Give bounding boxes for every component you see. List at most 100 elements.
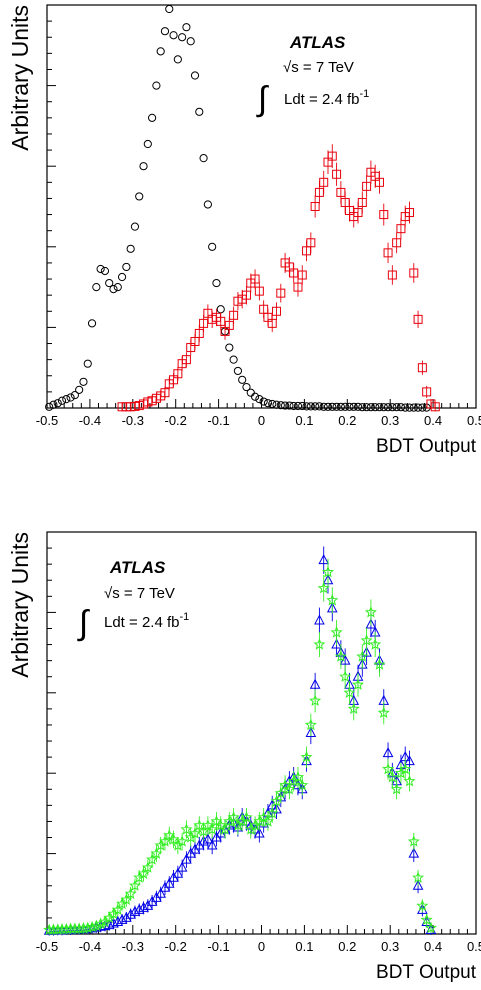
top-data-point-square <box>405 208 415 218</box>
bottom-data-point-star <box>73 922 86 934</box>
top-y-ticks <box>47 4 56 409</box>
top-x-tick-label: 0.1 <box>295 413 313 428</box>
bottom-data-point-star <box>111 903 124 916</box>
top-data-point-circle <box>379 403 388 412</box>
top-data-point-square <box>387 270 397 280</box>
bottom-data-point-star <box>309 694 322 706</box>
bottom-data-point-star <box>339 670 352 682</box>
top-data-point-square <box>306 238 316 248</box>
bottom-y-axis-label: Arbitrary Units <box>7 532 33 678</box>
bottom-data-point-triangle <box>408 847 420 858</box>
bottom-data-point-triangle <box>133 903 145 914</box>
top-data-point-circle <box>135 192 144 201</box>
bottom-data-point-triangle <box>331 638 342 649</box>
top-data-point-circle <box>311 402 320 411</box>
bottom-data-point-star <box>321 565 335 578</box>
top-data-point-circle <box>105 278 114 288</box>
top-data-point-square <box>357 197 367 207</box>
top-x-tick-label: -0.3 <box>122 413 144 428</box>
top-data-point-square <box>430 402 440 412</box>
bottom-data-point-star <box>150 847 163 859</box>
top-data-point-circle <box>182 23 191 32</box>
bottom-data-point-star <box>158 835 172 847</box>
top-data-point-circle <box>229 355 238 364</box>
top-data-point-circle <box>341 402 350 411</box>
top-data-point-circle <box>130 222 140 231</box>
top-data-point-circle <box>250 392 260 401</box>
bottom-data-point-star <box>369 638 382 650</box>
top-data-point-circle <box>122 262 131 272</box>
top-lumi-exponent: -1 <box>359 88 369 100</box>
bottom-x-tick-label: 0.3 <box>381 939 399 954</box>
top-x-tick-label: -0.1 <box>207 413 229 428</box>
bottom-data-point-triangle <box>382 747 394 758</box>
bottom-data-point-star <box>94 917 107 930</box>
bottom-lumi-exponent: -1 <box>179 611 189 623</box>
bottom-data-point-star <box>120 893 133 905</box>
bottom-x-tick-label: -0.5 <box>36 939 58 954</box>
top-data-point-square <box>272 306 282 316</box>
top-data-point-circle <box>371 403 380 412</box>
top-atlas-label: ATLAS √s = 7 TeV ∫ Ldt = 2.4 fb-1 <box>256 33 369 118</box>
top-x-axis-label: BDT Output <box>376 436 477 457</box>
top-data-point-circle <box>57 396 67 405</box>
bottom-chart-panel: -0.5 -0.4 -0.3 -0.2 -0.1 0 0.1 0.2 0.3 0.4 0.5 Arb… <box>7 531 481 983</box>
top-data-point-circle <box>362 403 371 412</box>
top-data-point-circle <box>268 399 277 409</box>
top-energy-label: √s = 7 TeV <box>283 59 354 76</box>
bottom-data-marks <box>43 546 437 936</box>
top-data-point-square <box>199 318 209 328</box>
bottom-data-point-star <box>364 606 377 618</box>
bottom-y-ticks <box>47 531 56 935</box>
top-data-point-circle <box>169 31 178 40</box>
bottom-data-point-star <box>240 811 253 823</box>
top-lumi-prefix: Ldt = 2.4 fb <box>284 91 359 108</box>
bottom-data-point-triangle <box>129 905 141 916</box>
top-data-point-circle <box>259 397 268 406</box>
top-x-tick-label: -0.5 <box>36 413 58 428</box>
top-data-point-circle <box>216 305 225 314</box>
bottom-data-point-star <box>304 718 317 731</box>
top-data-point-square <box>379 210 389 220</box>
top-data-point-square <box>276 288 286 298</box>
top-lumi-label: Ldt = 2.4 fb-1 <box>284 88 369 108</box>
bottom-data-point-triangle <box>138 901 149 912</box>
bottom-data-point-star <box>227 811 240 823</box>
top-data-point-circle <box>293 401 303 411</box>
bottom-data-point-triangle <box>314 614 325 625</box>
top-data-point-circle <box>96 264 105 274</box>
top-data-point-square <box>289 268 299 278</box>
top-x-tick-label: 0.3 <box>381 413 399 428</box>
bottom-data-point-star <box>77 922 90 934</box>
bottom-data-point-star <box>283 782 296 795</box>
bottom-data-point-star <box>137 867 150 879</box>
bottom-data-point-star <box>351 678 365 690</box>
top-data-point-square <box>310 202 320 211</box>
bottom-data-point-triangle <box>412 879 424 890</box>
top-data-point-square <box>417 363 427 373</box>
bottom-data-point-star <box>141 861 154 873</box>
bottom-lumi-label: Ldt = 2.4 fb-1 <box>104 611 189 631</box>
bottom-data-point-triangle <box>181 853 192 864</box>
top-data-point-circle <box>413 403 423 412</box>
top-data-point-circle <box>66 393 75 402</box>
bottom-data-point-star <box>270 795 283 807</box>
top-data-point-circle <box>117 272 127 282</box>
top-data-point-circle <box>87 319 97 328</box>
bottom-data-point-star <box>386 770 399 783</box>
top-atlas-experiment: ATLAS <box>289 33 346 52</box>
top-x-tick-label: -0.4 <box>79 413 101 428</box>
bottom-energy-label: √s = 7 TeV <box>104 585 175 602</box>
top-data-point-square <box>216 316 226 326</box>
bottom-x-tick-label: -0.1 <box>207 939 229 954</box>
top-data-point-circle <box>233 366 243 376</box>
top-data-point-circle <box>349 402 358 411</box>
bottom-data-point-triangle <box>206 839 218 850</box>
top-data-point-circle <box>225 343 234 352</box>
top-data-point-circle <box>79 377 88 386</box>
top-data-point-circle <box>173 55 182 64</box>
top-data-point-circle <box>100 266 110 276</box>
bottom-x-tick-label: -0.2 <box>164 939 186 954</box>
top-data-point-circle <box>45 402 54 411</box>
